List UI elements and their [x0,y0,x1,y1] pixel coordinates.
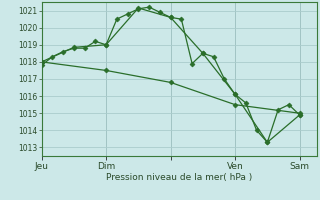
X-axis label: Pression niveau de la mer( hPa ): Pression niveau de la mer( hPa ) [106,173,252,182]
